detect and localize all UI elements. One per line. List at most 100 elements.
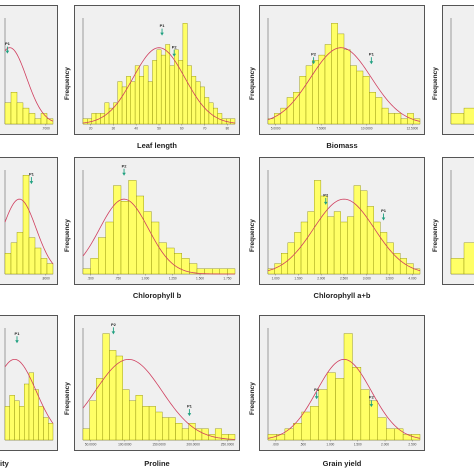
parent-label: P1 xyxy=(381,208,387,213)
histogram-bar xyxy=(100,113,105,125)
histogram-bar xyxy=(373,221,381,275)
y-axis-label: Frequency xyxy=(249,382,256,415)
histogram-bar xyxy=(195,81,201,125)
plot-area xyxy=(442,5,474,135)
parent-label: P1 xyxy=(15,331,21,336)
histogram-bar xyxy=(450,113,465,125)
histogram-bar xyxy=(230,118,236,125)
histogram-bar xyxy=(43,417,49,441)
histogram-bar xyxy=(34,247,42,275)
y-axis-label: Frequency xyxy=(64,219,71,252)
normal-curve xyxy=(82,198,235,275)
x-tick-label: 60 xyxy=(180,127,184,131)
histogram-svg: P1 .7000 xyxy=(4,18,54,131)
x-tick-label: 3.500 xyxy=(386,277,394,281)
histogram-bar xyxy=(402,434,412,441)
histogram-bar xyxy=(19,406,25,441)
histogram-bar xyxy=(34,118,42,125)
histogram-bar xyxy=(350,65,357,125)
histogram-bar xyxy=(134,65,140,125)
histogram-bar xyxy=(109,350,117,441)
histogram-bar xyxy=(191,76,197,125)
x-tick-label: .500 xyxy=(87,277,93,281)
x-tick-label: 20 xyxy=(89,127,93,131)
histogram-bar xyxy=(4,252,12,275)
x-tick-label: 2.000 xyxy=(381,443,389,447)
x-tick-label: 4.000 xyxy=(408,277,416,281)
parent-arrowhead xyxy=(369,404,374,408)
normal-curve xyxy=(267,198,421,272)
x-axis-label: Biomass xyxy=(326,141,358,150)
parent-arrowhead xyxy=(160,32,164,36)
x-tick-label: 30 xyxy=(112,127,116,131)
histogram-bar xyxy=(152,60,158,125)
histogram-bar xyxy=(129,400,137,441)
histogram-bar xyxy=(305,65,313,125)
histogram-bar xyxy=(287,242,295,275)
histogram-bar xyxy=(211,268,220,275)
histogram-bar xyxy=(281,252,289,275)
histogram-panel-4: Frequency xyxy=(430,5,474,150)
x-tick-label: 1.000 xyxy=(272,277,280,281)
histogram-bar xyxy=(208,102,214,125)
parent-arrowhead xyxy=(15,340,19,344)
x-tick-label: 1.750 xyxy=(223,277,231,281)
parent-arrowhead xyxy=(314,396,319,400)
x-axis-label: ity xyxy=(0,459,9,468)
histogram-svg: P1 .8000 xyxy=(4,170,54,281)
plot-area xyxy=(442,157,474,285)
x-axis-label: Chlorophyll b xyxy=(132,291,182,300)
x-tick-label: 2.500 xyxy=(408,443,416,447)
histogram-bar xyxy=(117,81,123,125)
histogram-bar xyxy=(160,54,166,125)
histogram-bar xyxy=(314,180,322,275)
histogram-bar xyxy=(9,394,15,441)
x-axis-label: Grain yield xyxy=(322,459,362,468)
normal-curve xyxy=(267,358,421,439)
histogram-bar xyxy=(46,263,54,275)
parent-arrowhead xyxy=(323,201,328,205)
x-tick-label: .8000 xyxy=(42,277,50,281)
histogram-bar xyxy=(375,97,383,125)
parent-label: P2 xyxy=(111,322,117,327)
histogram-bar xyxy=(105,221,114,275)
histogram-bar xyxy=(143,65,149,125)
histogram-bar xyxy=(353,185,361,275)
histogram-bar xyxy=(136,195,145,275)
histogram-bar xyxy=(143,211,152,275)
y-axis-label: Frequency xyxy=(432,219,439,252)
x-tick-label: 3.000 xyxy=(363,277,371,281)
histogram-bar xyxy=(413,268,421,275)
histogram-bar xyxy=(386,428,395,441)
histogram-panel-8: Frequency xyxy=(430,157,474,302)
parent-arrowhead xyxy=(172,53,176,57)
histogram-svg xyxy=(450,18,474,125)
parent-arrowhead xyxy=(381,217,386,221)
plot-area: P2 P1 50.0000 100.0000 150.0000 200.0000 250.0… xyxy=(74,315,240,451)
histogram-svg: P2 P1 1.000 1.500 2.000 2.500 3.000 3.500 4.000 xyxy=(267,170,421,281)
histogram-bar xyxy=(333,211,341,275)
x-axis-label: Proline xyxy=(144,459,170,468)
histogram-bar xyxy=(331,23,338,125)
x-tick-label: 1.500 xyxy=(294,277,302,281)
plot-area: P1 xyxy=(0,315,58,451)
histogram-bar xyxy=(204,97,210,125)
x-tick-label: 200.0000 xyxy=(187,443,201,447)
histogram-svg: P2 P1 5.0000 7.5000 10.0000 12.5000 xyxy=(267,18,421,131)
histogram-bar xyxy=(151,221,160,275)
x-tick-label: 10.0000 xyxy=(361,127,373,131)
histogram-bar xyxy=(175,422,183,441)
y-axis-label: Frequency xyxy=(64,67,71,100)
histogram-bar xyxy=(310,406,319,441)
histogram-bar xyxy=(343,333,353,441)
histogram-bar xyxy=(156,49,162,125)
histogram-bar xyxy=(139,76,145,125)
histogram-bar xyxy=(284,428,294,441)
x-axis-label: Chlorophyll a+b xyxy=(313,291,371,300)
histogram-bar xyxy=(48,422,54,441)
histogram-bar xyxy=(158,242,167,275)
histogram-bar xyxy=(122,389,130,441)
plot-area: P2 .500 .750 1.000 1.250 1.500 1.750 xyxy=(74,157,240,285)
x-tick-label: .750 xyxy=(115,277,121,281)
histogram-bar xyxy=(307,211,315,275)
